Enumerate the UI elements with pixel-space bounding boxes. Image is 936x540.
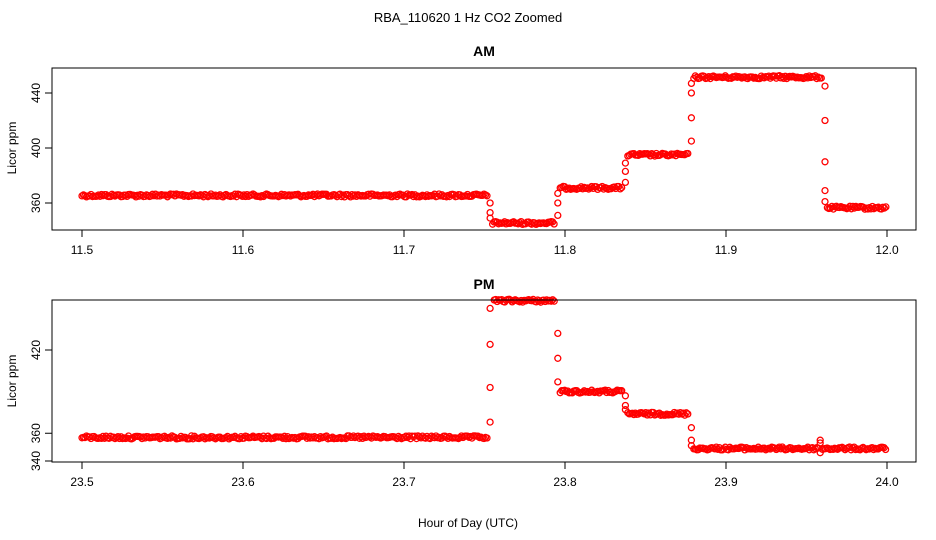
y-tick-label: 400 — [29, 138, 43, 158]
data-point — [618, 387, 626, 395]
transition-point — [687, 114, 696, 122]
pm-plot-frame — [51, 299, 917, 463]
pm-panel-title: PM — [474, 276, 495, 292]
x-tick-label: 23.5 — [70, 475, 94, 489]
transition-point — [621, 392, 630, 400]
transition-point — [621, 159, 630, 167]
transition-point — [554, 329, 562, 338]
x-tick-label: 23.8 — [553, 475, 577, 489]
x-tick-label: 11.9 — [715, 243, 738, 257]
pm-y-ticks: 340 360 420 — [29, 340, 53, 471]
transition-point — [687, 137, 696, 145]
data-point — [177, 432, 185, 441]
data-point — [550, 297, 558, 305]
am-plot-frame — [51, 67, 917, 231]
data-point — [813, 74, 821, 83]
data-point — [616, 185, 624, 193]
y-tick-label: 360 — [29, 423, 43, 443]
x-tick-label: 11.6 — [232, 243, 255, 257]
transition-point — [821, 158, 829, 166]
data-point — [618, 183, 626, 192]
data-point — [682, 409, 690, 417]
x-tick-label: 12.0 — [875, 243, 899, 257]
am-panel-title: AM — [473, 43, 495, 59]
transition-point — [486, 304, 494, 313]
data-point — [775, 443, 783, 451]
data-point — [480, 434, 488, 443]
transition-point — [486, 214, 494, 222]
x-tick-label: 11.5 — [71, 243, 94, 257]
data-point — [817, 74, 825, 82]
y-tick-label: 420 — [29, 340, 43, 360]
pm-x-ticks: 23.5 23.6 23.7 23.8 23.9 24.0 — [70, 461, 899, 489]
transition-point — [621, 167, 630, 176]
data-point — [483, 192, 491, 200]
pm-plot-points — [78, 295, 890, 457]
transition-point — [554, 189, 562, 198]
transition-point — [816, 449, 824, 457]
figure-title: RBA_110620 1 Hz CO2 Zoomed — [374, 10, 562, 25]
data-point — [349, 432, 358, 440]
am-x-ticks: 11.5 11.6 11.7 11.8 11.9 12.0 — [71, 229, 899, 257]
data-point — [588, 182, 596, 191]
am-plot-points — [78, 72, 890, 229]
y-tick-label: 340 — [29, 451, 43, 471]
data-point — [880, 204, 889, 212]
transition-point — [554, 354, 562, 362]
am-y-axis-label: Licor ppm — [5, 122, 19, 175]
data-point — [478, 191, 487, 200]
x-tick-label: 11.7 — [393, 243, 416, 257]
data-point — [684, 410, 692, 418]
transition-point — [687, 89, 696, 97]
transition-point — [687, 424, 696, 432]
x-tick-label: 24.0 — [875, 475, 899, 489]
transition-point — [621, 401, 630, 410]
transition-point — [687, 79, 696, 88]
x-axis-label: Hour of Day (UTC) — [418, 516, 518, 530]
transition-point — [486, 418, 494, 426]
data-point — [882, 203, 890, 211]
y-tick-label: 360 — [29, 193, 43, 213]
transition-point — [821, 116, 829, 125]
data-point — [811, 445, 819, 453]
transition-point — [821, 82, 829, 90]
transition-point — [816, 439, 824, 447]
data-point — [881, 445, 890, 454]
transition-point — [821, 197, 829, 206]
transition-point — [687, 442, 696, 450]
x-tick-label: 23.7 — [392, 475, 416, 489]
transition-point — [821, 186, 829, 195]
x-tick-label: 11.8 — [554, 243, 577, 257]
y-tick-label: 440 — [29, 83, 43, 103]
am-y-ticks: 360 400 440 — [29, 83, 53, 213]
transition-point — [554, 211, 562, 220]
transition-point — [816, 436, 824, 444]
pm-y-axis-label: Licor ppm — [5, 355, 19, 408]
data-point — [483, 434, 491, 442]
transition-point — [486, 340, 494, 349]
transition-point — [486, 199, 494, 207]
data-point — [880, 444, 888, 452]
x-tick-label: 23.6 — [231, 475, 255, 489]
transition-point — [554, 378, 562, 386]
transition-point — [621, 406, 630, 414]
data-point — [684, 149, 692, 158]
transition-point — [621, 178, 630, 187]
transition-point — [486, 383, 494, 392]
x-tick-label: 23.9 — [714, 475, 738, 489]
transition-point — [554, 199, 562, 207]
data-point — [547, 297, 555, 305]
data-point — [550, 220, 558, 228]
